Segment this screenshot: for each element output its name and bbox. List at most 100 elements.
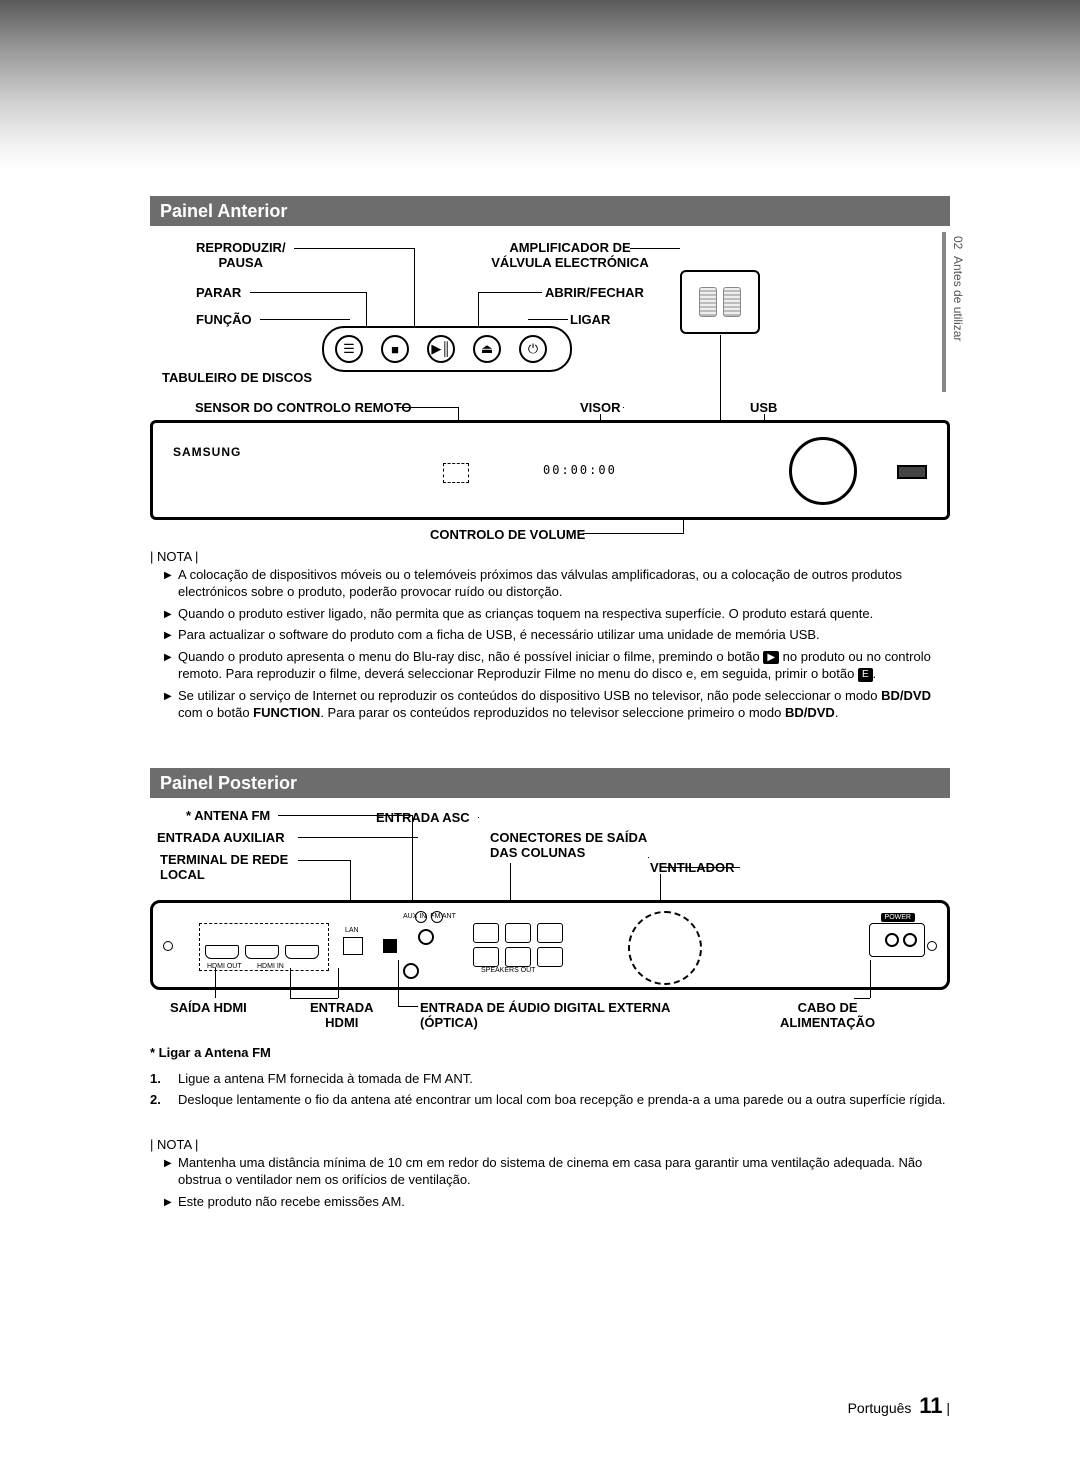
label-power: CABO DE ALIMENTAÇÃO xyxy=(780,1000,875,1030)
step-row: 2. Desloque lentamente o fio da antena a… xyxy=(150,1091,950,1109)
tiny-label: SPEAKERS OUT xyxy=(481,967,535,974)
fm-connect-title: * Ligar a Antena FM xyxy=(150,1044,950,1062)
manual-page: 02 Antes de utilizar Painel Anterior REP… xyxy=(0,0,1080,1479)
leader-line xyxy=(623,407,624,408)
eject-button-icon: ⏏ xyxy=(473,335,501,363)
tiny-label: AUX IN FM ANT xyxy=(403,913,456,920)
section-rear-bar: Painel Posterior xyxy=(150,768,950,798)
section-front-bar: Painel Anterior xyxy=(150,196,950,226)
note-item: A colocação de dispositivos móveis ou o … xyxy=(164,566,950,601)
label-usb: USB xyxy=(750,400,777,415)
leader-line xyxy=(338,968,339,998)
leader-line xyxy=(478,817,479,818)
asc-jacks xyxy=(418,929,434,945)
leader-line xyxy=(412,815,413,907)
valve-inset xyxy=(680,270,760,334)
display-readout: 00:00:00 xyxy=(543,463,617,477)
section-rear-title: Painel Posterior xyxy=(160,773,297,793)
label-parar: PARAR xyxy=(196,285,241,300)
play-inline-icon: ▶ xyxy=(763,651,779,665)
label-ligar: LIGAR xyxy=(570,312,610,327)
chapter-tab: 02 Antes de utilizar xyxy=(945,236,965,341)
tiny-label: LAN xyxy=(345,927,359,934)
optical-port-icon xyxy=(383,939,397,953)
leader-line xyxy=(478,292,542,293)
front-button-row: ☰ ■ ▶║ ⏏ ⏻ xyxy=(335,335,547,363)
valve-icon xyxy=(723,287,741,317)
label-antena: * ANTENA FM xyxy=(186,808,270,823)
hdmi-out-icon xyxy=(205,945,239,959)
leader-line xyxy=(870,960,871,998)
front-panel-diagram: SAMSUNG 00:00:00 xyxy=(150,420,950,520)
fm-connect-block: * Ligar a Antena FM 1. Ligue a antena FM… xyxy=(150,1044,950,1113)
enter-inline-icon: E xyxy=(858,668,873,682)
hdmi-in1-icon xyxy=(245,945,279,959)
footer-page: 11 xyxy=(919,1393,942,1418)
leader-line xyxy=(298,837,418,838)
power-inlet-icon xyxy=(885,933,917,947)
label-tabuleiro: TABULEIRO DE DISCOS xyxy=(162,370,312,385)
label-asc: ENTRADA ASC xyxy=(376,810,470,825)
note-item: Este produto não recebe emissões AM. xyxy=(164,1193,950,1211)
function-button-icon: ☰ xyxy=(335,335,363,363)
leader-line xyxy=(278,815,412,816)
page-footer: Português 11 | xyxy=(848,1393,950,1419)
label-speakers: CONECTORES DE SAÍDA DAS COLUNAS xyxy=(490,830,647,860)
note-item: Se utilizar o serviço de Internet ou rep… xyxy=(164,687,950,722)
leader-line xyxy=(215,968,216,998)
tiny-label: HDMI OUT xyxy=(207,963,242,970)
stop-button-icon: ■ xyxy=(381,335,409,363)
label-lan: TERMINAL DE REDE LOCAL xyxy=(160,852,288,882)
note-item: Para actualizar o software do produto co… xyxy=(164,626,950,644)
remote-sensor-icon xyxy=(443,463,469,483)
chapter-number: 02 xyxy=(951,236,965,249)
leader-line xyxy=(398,1006,418,1007)
leader-line xyxy=(398,407,458,408)
step-text: Ligue a antena FM fornecida à tomada de … xyxy=(178,1070,473,1088)
valve-icon xyxy=(699,287,717,317)
rear-panel-diagram: HDMI OUT HDMI IN LAN AUX IN FM ANT SPEAK… xyxy=(150,900,950,990)
leader-line xyxy=(648,857,649,858)
leader-line xyxy=(294,248,414,249)
label-funcao: FUNÇÃO xyxy=(196,312,252,327)
note-item: Quando o produto apresenta o menu do Blu… xyxy=(164,648,950,683)
leader-line xyxy=(720,335,721,420)
label-amp: AMPLIFICADOR DE VÁLVULA ELECTRÓNICA xyxy=(470,240,670,270)
label-reproduzir: REPRODUZIR/ PAUSA xyxy=(196,240,286,270)
note-title: | NOTA | xyxy=(150,548,950,566)
step-number: 1. xyxy=(150,1070,178,1088)
step-text: Desloque lentamente o fio da antena até … xyxy=(178,1091,945,1109)
leader-line xyxy=(528,319,568,320)
leader-line xyxy=(260,319,350,320)
screw-icon xyxy=(927,941,937,951)
label-hdmi-in: ENTRADA HDMI xyxy=(310,1000,374,1030)
step-number: 2. xyxy=(150,1091,178,1109)
label-visor: VISOR xyxy=(580,400,620,415)
leader-line xyxy=(414,248,415,336)
usb-port-icon xyxy=(897,465,927,479)
lan-port-icon xyxy=(343,937,363,955)
section-front-title: Painel Anterior xyxy=(160,201,287,221)
hdmi-ports xyxy=(205,945,319,959)
label-volume: CONTROLO DE VOLUME xyxy=(430,527,585,542)
label-optical: ENTRADA DE ÁUDIO DIGITAL EXTERNA (ÓPTICA… xyxy=(420,1000,670,1030)
power-button-icon: ⏻ xyxy=(519,335,547,363)
hdmi-in2-icon xyxy=(285,945,319,959)
note-item: Quando o produto estiver ligado, não per… xyxy=(164,605,950,623)
speaker-terminals xyxy=(473,923,563,967)
fan-icon xyxy=(628,911,702,985)
leader-line xyxy=(290,998,338,999)
label-hdmi-out: SAÍDA HDMI xyxy=(170,1000,247,1015)
leader-line xyxy=(398,960,399,1006)
step-row: 1. Ligue a antena FM fornecida à tomada … xyxy=(150,1070,950,1088)
volume-knob-icon xyxy=(789,437,857,505)
leader-line xyxy=(298,860,350,861)
leader-line xyxy=(290,968,291,998)
fm-jack-icon xyxy=(403,963,419,979)
tiny-label: HDMI IN xyxy=(257,963,284,970)
front-note-block: | NOTA | A colocação de dispositivos móv… xyxy=(150,548,950,726)
rear-note-block: | NOTA | Mantenha uma distância mínima d… xyxy=(150,1136,950,1214)
note-title: | NOTA | xyxy=(150,1136,950,1154)
chapter-title: Antes de utilizar xyxy=(951,256,965,341)
leader-line xyxy=(250,292,366,293)
